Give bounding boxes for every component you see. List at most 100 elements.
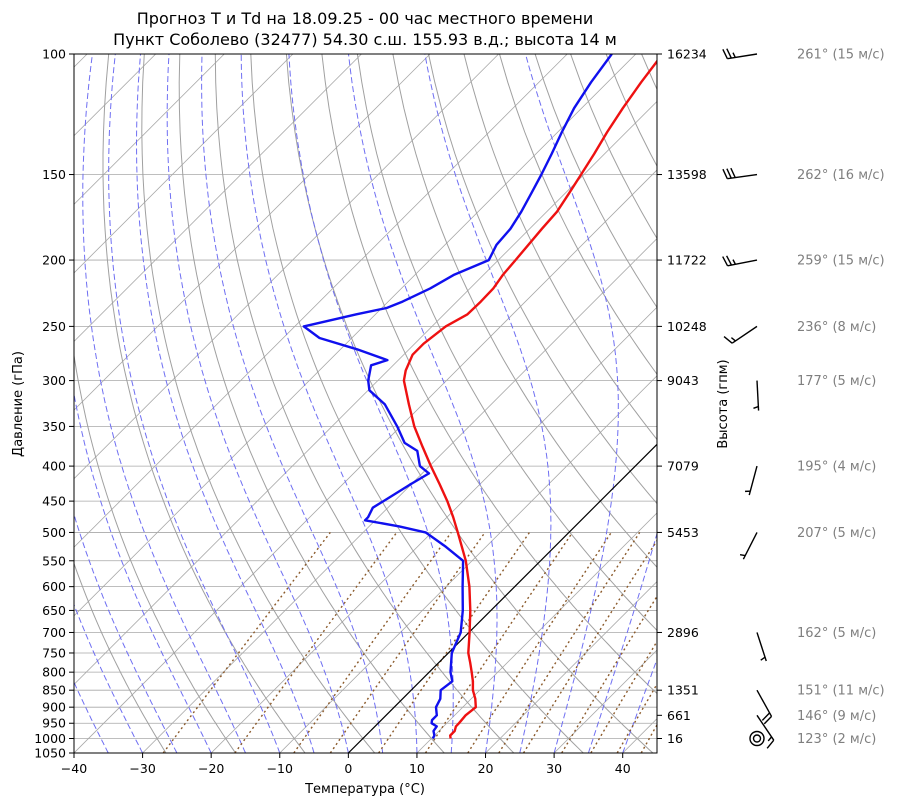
y-tick-label: 700 [42, 625, 66, 640]
dry-adiabat [819, 54, 900, 753]
isotherm-line [74, 54, 568, 548]
x-tick-label: 40 [615, 761, 631, 776]
x-tick-label: 30 [546, 761, 562, 776]
wind-barb: 207° (5 м/с) [739, 526, 876, 560]
moist-adiabat [240, 54, 418, 753]
dry-adiabat [285, 54, 654, 753]
dry-adiabat [214, 54, 515, 753]
dry-adiabat [713, 54, 900, 753]
height-tick-label: 2896 [667, 625, 699, 640]
x-tick-label: 0 [344, 761, 352, 776]
barb-staff [756, 714, 775, 741]
x-axis-label: Температура (°C) [304, 782, 425, 797]
dry-adiabat [570, 54, 657, 240]
barb-staff [756, 380, 760, 411]
x-tick-label: −10 [267, 761, 293, 776]
isotherm-line [485, 580, 657, 753]
height-tick-label: 7079 [667, 459, 699, 474]
barb-flag [726, 168, 732, 179]
isotherm-line [416, 512, 657, 753]
mixing-ratio-line [590, 640, 657, 753]
barb-flag [722, 256, 729, 267]
moist-adiabat [166, 54, 349, 753]
moist-adiabat [135, 54, 315, 753]
wind-barb: 146° (9 м/с) [756, 709, 876, 749]
y-tick-label: 150 [42, 167, 66, 182]
y-tick-label: 300 [42, 373, 66, 388]
barb-flag [761, 712, 771, 721]
y-tick-label: 350 [42, 419, 66, 434]
barb-half-flag [730, 337, 736, 342]
dry-adiabat [499, 54, 657, 376]
height-tick-label: 5453 [667, 525, 699, 540]
y-tick-label: 400 [42, 459, 66, 474]
dry-adiabat [74, 352, 236, 753]
moist-adiabats [74, 54, 657, 753]
moist-adiabat [288, 54, 454, 753]
wind-label: 162° (5 м/с) [797, 626, 876, 641]
y-tick-label: 850 [42, 683, 66, 698]
wind-barb: 236° (8 м/с) [723, 320, 876, 344]
isotherm-line [210, 306, 657, 753]
zero-isotherm [347, 443, 657, 753]
barb-staff [742, 532, 758, 560]
moist-adiabat [348, 54, 498, 753]
moist-adiabat [424, 54, 552, 753]
x-tick-label: 10 [409, 761, 425, 776]
mixing-ratio-line [162, 531, 331, 753]
wind-label: 123° (2 м/с) [797, 732, 876, 747]
wind-barb: 259° (15 м/с) [722, 254, 885, 269]
calm-wind-circle [752, 734, 762, 743]
moist-adiabat [82, 54, 246, 753]
x-tick-label: −40 [61, 761, 87, 776]
height-axis-label: Высота (гпм) [716, 359, 731, 448]
wind-label: 261° (15 м/с) [797, 48, 885, 63]
barb-staff [748, 465, 758, 496]
y-tick-label: 250 [42, 319, 66, 334]
barb-flag [763, 715, 773, 725]
mixing-ratio-line [234, 531, 398, 753]
plot-frame [73, 53, 658, 754]
mixing-ratio-line [378, 532, 531, 753]
y-tick-label: 600 [42, 579, 66, 594]
barb-staff [727, 259, 758, 267]
dewpoint-line [302, 54, 613, 740]
isotherm-line [74, 54, 431, 411]
wind-barb: 262° (16 м/с) [722, 167, 885, 183]
barb-flag [722, 168, 728, 180]
moist-adiabat [525, 54, 619, 753]
height-tick-label: 16 [667, 731, 683, 746]
height-axis-ticks: 16234 13598 11722 10248 9043 7079 5453 2896 1351… [657, 47, 707, 746]
height-tick-label: 1351 [667, 683, 699, 698]
height-tick-label: 10248 [667, 319, 707, 334]
temperature-line [402, 59, 657, 739]
mixing-ratio-line [640, 723, 657, 753]
y-tick-label: 650 [42, 603, 66, 618]
wind-label: 236° (8 м/с) [797, 320, 876, 335]
dry-adiabat [641, 54, 657, 91]
moist-adiabat [74, 391, 212, 753]
barb-staff [731, 325, 758, 344]
dry-adiabat [178, 54, 445, 753]
y-tick-label: 750 [42, 645, 66, 660]
wind-label: 146° (9 м/с) [797, 709, 876, 724]
wind-barbs: 261° (15 м/с) 262° (16 м/с) 259° (15 м/с) 2… [722, 48, 885, 749]
moist-adiabat [74, 512, 178, 753]
moist-adiabat [74, 603, 144, 753]
y-tick-label: 1000 [34, 731, 66, 746]
isotherm-line [74, 54, 225, 205]
barb-half-flag [732, 52, 736, 58]
calm-wind-circle-outer [749, 730, 765, 747]
barb-flag [730, 167, 736, 178]
isotherm-line [74, 54, 499, 480]
dry-adiabat [141, 54, 376, 753]
wind-label: 195° (4 м/с) [797, 460, 876, 475]
chart-title: Прогноз T и Td на 18.09.25 - 00 час мест… [137, 9, 593, 28]
dry-adiabat [605, 54, 657, 168]
x-tick-label: −20 [198, 761, 224, 776]
moist-adiabat [656, 751, 657, 753]
wind-barb: 162° (5 м/с) [756, 626, 876, 662]
moist-adiabat [201, 54, 384, 753]
